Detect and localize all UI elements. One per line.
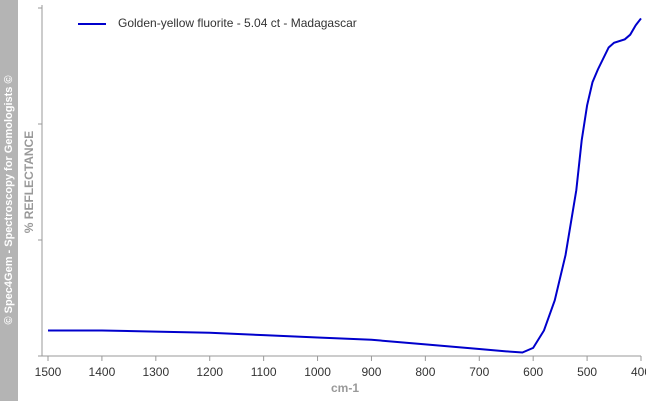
x-tick-label: 500: [577, 365, 597, 379]
x-tick-label: 1200: [196, 365, 223, 379]
x-tick-label: 900: [361, 365, 381, 379]
x-tick-label: 1100: [251, 365, 277, 379]
legend-label: Golden-yellow fluorite - 5.04 ct - Madag…: [118, 16, 357, 30]
x-axis-label: cm-1: [331, 381, 359, 395]
x-tick-label: 700: [469, 365, 489, 379]
y-axis-label: % REFLECTANCE: [22, 131, 36, 233]
x-tick-label: 400: [631, 365, 646, 379]
x-tick-label: 1400: [89, 365, 116, 379]
x-tick-label: 1300: [142, 365, 169, 379]
x-tick-label: 800: [415, 365, 435, 379]
series-line: [48, 17, 642, 354]
watermark: © Spec4Gem - Spectroscopy for Gemologist…: [3, 75, 15, 324]
x-tick-label: 1500: [35, 365, 62, 379]
x-tick-label: 1000: [304, 365, 331, 379]
watermark-strip: [0, 0, 18, 401]
x-tick-label: 600: [523, 365, 543, 379]
